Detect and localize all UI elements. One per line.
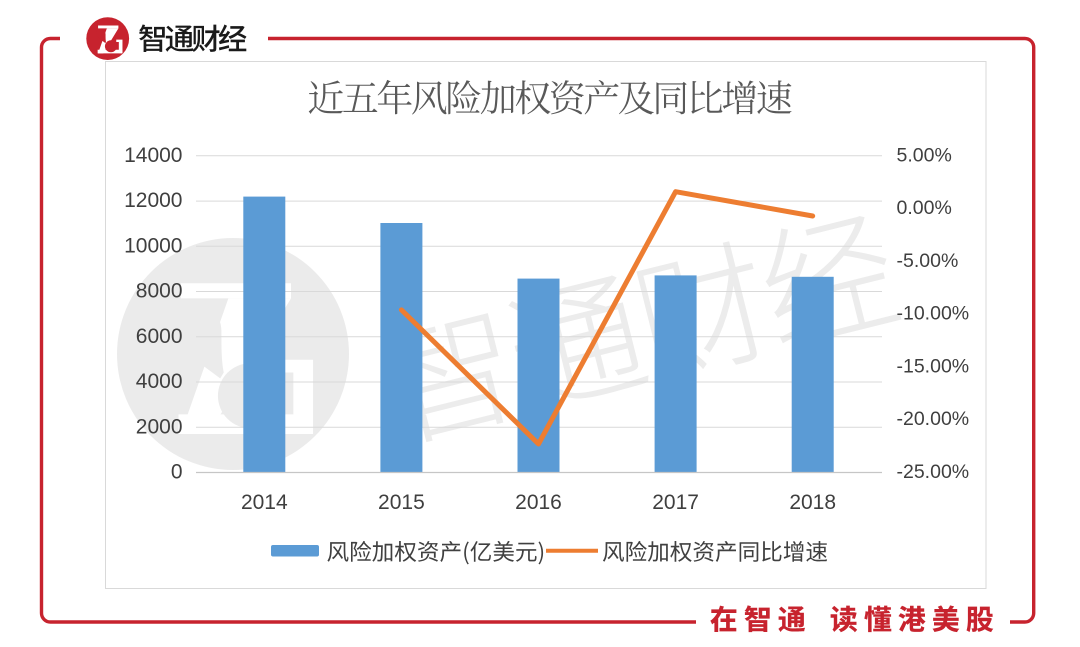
svg-text:-5.00%: -5.00% (897, 250, 959, 272)
svg-text:2014: 2014 (241, 491, 288, 514)
svg-text:5.00%: 5.00% (897, 144, 952, 166)
svg-text:2016: 2016 (515, 491, 562, 514)
svg-text:10000: 10000 (124, 234, 182, 257)
svg-text:6000: 6000 (136, 325, 183, 348)
svg-text:12000: 12000 (124, 189, 182, 212)
svg-text:0.00%: 0.00% (897, 197, 952, 219)
svg-text:0: 0 (171, 461, 183, 484)
svg-text:-20.00%: -20.00% (897, 408, 970, 430)
svg-text:2000: 2000 (136, 415, 183, 438)
svg-text:8000: 8000 (136, 280, 183, 303)
svg-text:2017: 2017 (652, 491, 699, 514)
svg-text:-25.00%: -25.00% (897, 461, 970, 483)
svg-text:2018: 2018 (789, 491, 836, 514)
svg-text:-15.00%: -15.00% (897, 355, 970, 377)
svg-text:2015: 2015 (378, 491, 425, 514)
svg-text:14000: 14000 (124, 144, 182, 167)
svg-text:-10.00%: -10.00% (897, 303, 970, 325)
svg-text:4000: 4000 (136, 370, 183, 393)
